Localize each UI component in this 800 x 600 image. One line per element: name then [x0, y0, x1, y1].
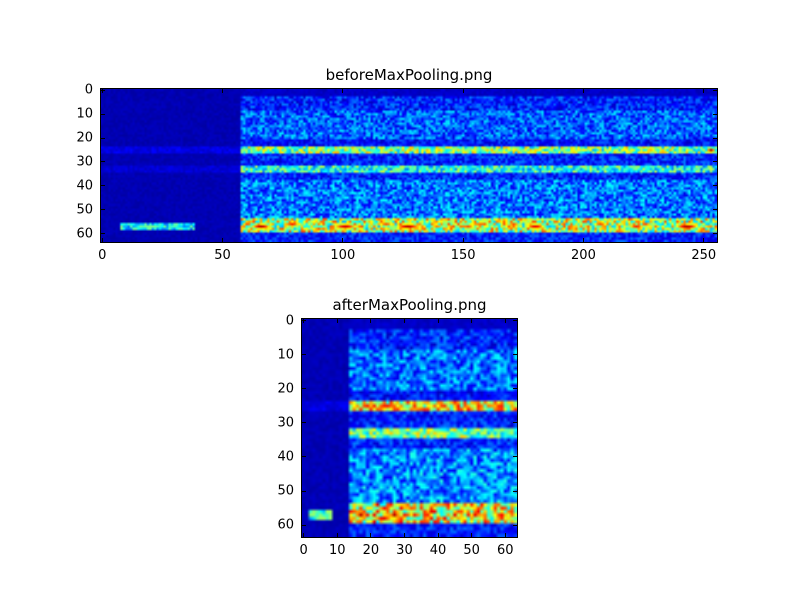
x-tick-label: 60 — [496, 543, 514, 558]
y-tick-mark — [513, 456, 517, 458]
x-tick-mark — [370, 533, 372, 537]
x-tick-mark — [222, 238, 224, 242]
x-tick-label: 40 — [429, 543, 447, 558]
y-tick-label: 60 — [76, 226, 93, 242]
x-tick-mark — [703, 89, 705, 93]
y-tick-mark — [302, 354, 306, 356]
x-tick-mark — [336, 319, 338, 323]
y-tick-mark — [513, 388, 517, 390]
y-tick-mark — [513, 422, 517, 424]
axes-before: 0 50 100 150 200 250 0 10 20 30 40 50 60 — [76, 83, 718, 263]
x-tick-label: 0 — [98, 248, 107, 263]
axes-after: 0 10 20 30 40 50 60 0 10 20 30 40 50 60 — [277, 313, 518, 558]
y-tick-label: 10 — [277, 347, 294, 363]
x-tick-mark — [403, 533, 405, 537]
y-tick-label: 60 — [277, 517, 294, 533]
y-tick-label: 30 — [277, 415, 294, 431]
x-tick-mark — [471, 533, 473, 537]
y-tick-label: 40 — [277, 449, 294, 465]
x-tick-label: 50 — [463, 543, 480, 558]
y-tick-mark — [302, 320, 306, 322]
x-tick-mark — [370, 319, 372, 323]
y-tick-mark — [713, 161, 717, 163]
y-tick-label: 30 — [76, 154, 93, 170]
x-tick-mark — [101, 89, 103, 93]
x-tick-label: 100 — [330, 248, 356, 263]
y-tick-label: 10 — [76, 106, 93, 122]
y-tick-mark — [513, 354, 517, 356]
chart-title-before: beforeMaxPooling.png — [325, 66, 493, 84]
x-tick-mark — [342, 238, 344, 242]
x-tick-mark — [471, 319, 473, 323]
chart-title-after: afterMaxPooling.png — [332, 296, 487, 314]
x-tick-label: 150 — [450, 248, 476, 263]
x-tick-mark — [101, 238, 103, 242]
x-tick-mark — [582, 238, 584, 242]
x-tick-mark — [504, 533, 506, 537]
y-tick-mark — [302, 422, 306, 424]
y-tick-mark — [513, 524, 517, 526]
x-tick-mark — [336, 533, 338, 537]
x-tick-label: 20 — [362, 543, 380, 558]
y-tick-label: 20 — [76, 130, 93, 146]
x-tick-label: 50 — [214, 248, 231, 263]
x-tick-label: 0 — [299, 543, 308, 558]
x-tick-mark — [582, 89, 584, 93]
y-tick-mark — [101, 137, 105, 139]
y-tick-mark — [101, 233, 105, 235]
y-tick-mark — [713, 185, 717, 187]
y-tick-mark — [513, 490, 517, 492]
y-tick-mark — [101, 209, 105, 211]
x-tick-mark — [462, 238, 464, 242]
x-tick-label: 200 — [571, 248, 596, 263]
y-tick-mark — [713, 137, 717, 139]
y-tick-mark — [302, 388, 306, 390]
y-tick-mark — [302, 490, 306, 492]
x-tick-mark — [504, 319, 506, 323]
y-tick-label: 40 — [76, 178, 93, 194]
y-tick-label: 20 — [277, 381, 294, 397]
y-tick-mark — [713, 89, 717, 91]
y-tick-mark — [513, 320, 517, 322]
x-tick-mark — [403, 319, 405, 323]
y-tick-mark — [713, 233, 717, 235]
y-tick-mark — [302, 524, 306, 526]
x-tick-mark — [342, 89, 344, 93]
y-tick-mark — [713, 113, 717, 115]
y-tick-mark — [101, 89, 105, 91]
x-tick-mark — [222, 89, 224, 93]
y-tick-label: 50 — [277, 483, 294, 499]
x-tick-mark — [437, 533, 439, 537]
y-tick-mark — [101, 113, 105, 115]
x-tick-mark — [703, 238, 705, 242]
x-tick-label: 10 — [328, 543, 346, 558]
y-tick-mark — [101, 161, 105, 163]
x-tick-label: 30 — [396, 543, 413, 558]
y-tick-label: 50 — [76, 202, 93, 218]
x-tick-mark — [437, 319, 439, 323]
x-tick-mark — [462, 89, 464, 93]
heatmap-canvas-after — [302, 319, 517, 537]
y-tick-label: 0 — [84, 82, 93, 98]
heatmap-canvas-before — [101, 89, 717, 242]
x-tick-label: 250 — [691, 248, 717, 263]
y-tick-mark — [302, 456, 306, 458]
y-tick-mark — [101, 185, 105, 187]
y-tick-mark — [713, 209, 717, 211]
y-tick-label: 0 — [285, 313, 294, 329]
x-tick-mark — [303, 533, 305, 537]
